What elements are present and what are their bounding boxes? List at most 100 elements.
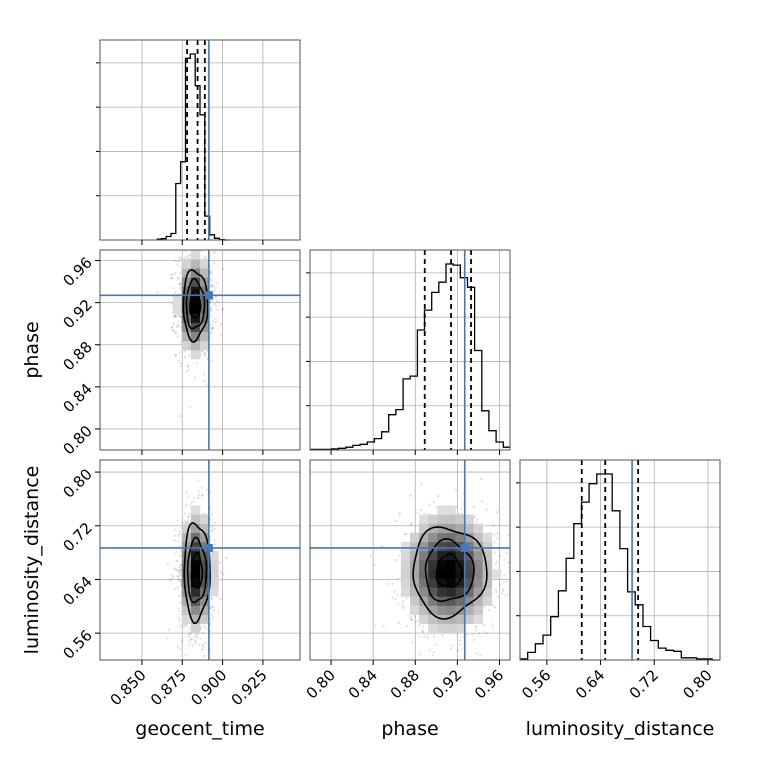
panel-frame <box>99 459 301 661</box>
sample-point <box>169 579 173 582</box>
sample-point <box>496 532 499 535</box>
sample-point <box>493 541 496 544</box>
sample-point <box>397 577 400 580</box>
density-cell <box>473 532 483 543</box>
density-cell <box>419 523 429 533</box>
sample-point <box>211 284 214 287</box>
density-cell <box>172 304 183 314</box>
sample-point <box>210 272 213 275</box>
sample-point <box>210 285 213 288</box>
sample-point <box>190 638 194 641</box>
histogram-geocent-time <box>156 53 229 241</box>
sample-point <box>197 494 200 497</box>
sample-point <box>188 520 191 523</box>
density-cell <box>400 550 411 561</box>
sample-point <box>189 632 192 636</box>
sample-point <box>177 607 180 610</box>
density-cell <box>200 532 210 543</box>
sample-point <box>211 326 214 329</box>
sample-point <box>393 590 396 593</box>
sample-point <box>374 624 377 627</box>
sample-point <box>174 314 177 317</box>
sample-point <box>211 327 214 330</box>
sample-point <box>396 593 399 597</box>
density-cell <box>428 532 438 543</box>
sample-point <box>187 369 190 372</box>
sample-point <box>197 496 200 500</box>
sample-point <box>409 494 412 497</box>
sample-point <box>172 322 175 325</box>
sample-point <box>176 320 180 323</box>
sample-point <box>186 519 189 522</box>
density-cell <box>428 596 438 606</box>
density-cell <box>209 587 219 597</box>
sample-point <box>423 635 426 638</box>
sample-point <box>176 586 179 589</box>
sample-point <box>209 648 212 651</box>
density-cell <box>181 550 192 561</box>
contour-level-2 <box>185 277 206 330</box>
sample-point <box>210 331 213 334</box>
density-cell <box>446 587 456 597</box>
sample-point <box>176 276 179 279</box>
sample-point <box>191 644 194 648</box>
sample-point <box>193 638 196 642</box>
sample-point <box>454 489 458 492</box>
sample-point <box>213 527 216 530</box>
density-cell <box>181 340 192 351</box>
sample-point <box>213 261 216 264</box>
sample-point <box>457 649 460 652</box>
sample-point <box>215 320 218 323</box>
density-cell <box>200 259 210 269</box>
density-cell <box>455 523 465 533</box>
sample-point <box>185 255 189 258</box>
density-cell <box>464 614 474 624</box>
sample-point <box>470 633 474 636</box>
sample-point <box>214 543 217 546</box>
density-cell <box>464 523 474 533</box>
density-cell <box>190 350 201 360</box>
contour-level-3 <box>182 269 209 343</box>
sample-point <box>184 350 187 353</box>
sample-point <box>201 486 204 489</box>
sample-point <box>475 652 478 655</box>
sample-point <box>494 588 497 591</box>
sample-point <box>187 633 190 636</box>
density-cell <box>428 623 438 633</box>
sample-point <box>494 562 497 565</box>
sample-point <box>179 568 182 571</box>
sample-point <box>212 609 215 612</box>
density-cell <box>419 614 429 624</box>
density-cell <box>437 578 447 588</box>
sample-point <box>472 505 475 508</box>
sample-point <box>179 271 182 275</box>
density-cell <box>419 569 429 579</box>
panel-phase-vs-luminosity-distance <box>309 459 511 665</box>
density-cell <box>437 569 447 579</box>
sample-point <box>176 519 179 522</box>
sample-point <box>176 323 179 327</box>
density-cell <box>181 313 192 323</box>
sample-point <box>173 567 176 570</box>
sample-point <box>194 376 197 379</box>
panel-geocent-time-vs-luminosity-distance <box>95 459 301 665</box>
sample-point <box>188 355 191 358</box>
density-cell <box>190 277 201 287</box>
panel-frame <box>519 459 721 661</box>
sample-point <box>441 634 444 637</box>
sample-point <box>455 506 458 509</box>
sample-point <box>177 534 180 537</box>
sample-point <box>176 645 179 649</box>
sample-point <box>196 632 199 636</box>
sample-point <box>196 636 199 639</box>
sample-point <box>180 282 183 285</box>
sample-point <box>204 256 208 259</box>
panel-geocent-time-vs-phase <box>95 249 301 455</box>
sample-point <box>200 353 203 357</box>
density-cell <box>400 587 411 597</box>
density-cell <box>410 569 420 579</box>
sample-point <box>210 309 213 312</box>
sample-point <box>179 554 182 557</box>
sample-point <box>432 501 435 504</box>
